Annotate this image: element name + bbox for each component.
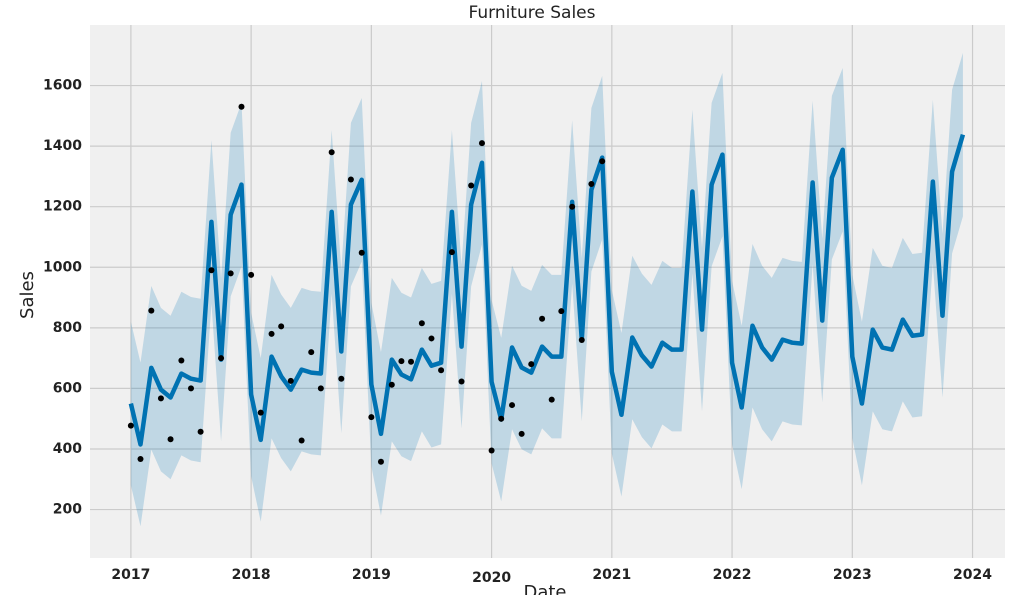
- y-tick-label: 1000: [43, 259, 82, 275]
- observed-point: [388, 381, 395, 388]
- observed-point: [298, 437, 305, 444]
- y-tick-label: 1200: [43, 199, 82, 215]
- observed-point: [578, 336, 585, 343]
- observed-point: [418, 320, 425, 327]
- observed-point: [588, 180, 595, 187]
- observed-point: [398, 358, 405, 365]
- observed-point: [548, 396, 555, 403]
- observed-point: [227, 270, 234, 277]
- y-tick-label: 400: [53, 441, 82, 457]
- x-tick-label: 2020: [472, 570, 511, 586]
- observed-point: [197, 428, 204, 435]
- observed-point: [488, 447, 495, 454]
- x-tick-label: 2017: [111, 567, 150, 583]
- observed-point: [218, 355, 225, 362]
- observed-point: [127, 422, 134, 429]
- observed-point: [498, 415, 505, 422]
- observed-point: [157, 395, 164, 402]
- observed-point: [338, 375, 345, 382]
- observed-point: [328, 149, 335, 156]
- observed-point: [438, 367, 445, 374]
- uncertainty-band: [130, 52, 963, 527]
- y-tick-label: 600: [53, 380, 82, 396]
- x-tick-label: 2021: [592, 567, 631, 583]
- observed-point: [208, 267, 215, 274]
- observed-point: [539, 315, 546, 322]
- observed-point: [478, 140, 485, 147]
- y-tick-label: 200: [53, 502, 82, 518]
- observed-point: [377, 458, 384, 465]
- observed-point: [308, 349, 315, 356]
- forecast-line: [128, 133, 966, 447]
- observed-point: [268, 330, 275, 337]
- observed-point: [137, 455, 144, 462]
- observed-point: [317, 385, 324, 392]
- y-axis-label: Sales: [17, 271, 38, 319]
- x-tick-label: 2024: [953, 567, 992, 583]
- observed-point: [509, 402, 516, 409]
- observed-point: [458, 378, 465, 385]
- observed-point: [287, 377, 294, 384]
- observed-point: [368, 414, 375, 421]
- observed-point: [167, 436, 174, 443]
- observed-point: [408, 358, 415, 365]
- observed-point: [528, 361, 535, 368]
- y-tick-label: 1400: [43, 138, 82, 154]
- observed-point: [347, 176, 354, 183]
- x-axis-label: Date: [523, 582, 566, 595]
- x-tick-label: 2022: [713, 567, 752, 583]
- observed-point: [448, 249, 455, 256]
- observed-point: [468, 182, 475, 189]
- x-tick-label: 2019: [352, 567, 391, 583]
- y-tick-label: 1600: [43, 78, 82, 94]
- observed-point: [257, 409, 264, 416]
- chart-title: Furniture Sales: [469, 3, 596, 23]
- observed-point: [148, 307, 155, 314]
- observed-point: [278, 323, 285, 330]
- observed-point: [358, 249, 365, 256]
- observed-point: [187, 385, 194, 392]
- x-tick-label: 2018: [232, 567, 271, 583]
- observed-point: [238, 103, 245, 110]
- y-tick-label: 800: [53, 320, 82, 336]
- x-tick-label: 2023: [833, 567, 872, 583]
- observed-point: [428, 335, 435, 342]
- observed-point: [569, 203, 576, 210]
- observed-point: [248, 271, 255, 278]
- observed-point: [558, 308, 565, 315]
- observed-point: [518, 430, 525, 437]
- observed-point: [178, 357, 185, 364]
- observed-point: [599, 158, 606, 165]
